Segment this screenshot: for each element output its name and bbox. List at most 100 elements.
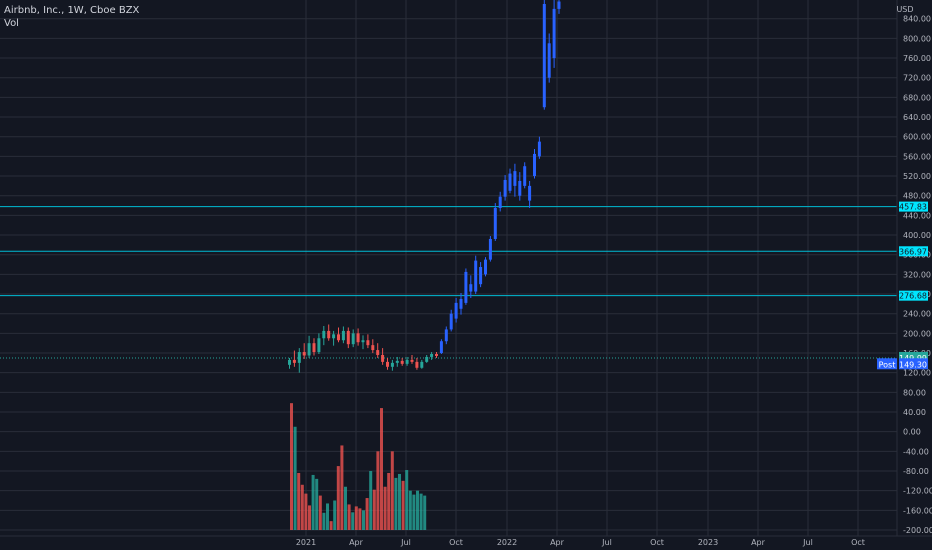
candle-body[interactable]	[351, 333, 355, 345]
currency-label: USD	[896, 5, 913, 14]
candle-body[interactable]	[552, 8, 556, 59]
candle-body[interactable]	[317, 338, 321, 353]
volume-legend-label[interactable]: Vol	[4, 18, 19, 29]
volume-bar	[347, 504, 351, 530]
candle-body[interactable]	[479, 266, 483, 285]
time-tick-label: Apr	[751, 538, 766, 547]
time-tick-label: Oct	[851, 538, 865, 547]
price-tick-label: 680.00	[903, 93, 931, 102]
level-price-label: 457.83	[899, 203, 927, 212]
volume-bar	[369, 471, 373, 530]
volume-bar	[412, 494, 416, 530]
candle-body[interactable]	[439, 341, 443, 354]
price-tick-label: 480.00	[903, 192, 931, 201]
candle-body[interactable]	[361, 340, 365, 343]
candle-body[interactable]	[493, 207, 497, 239]
candle-body[interactable]	[542, 3, 546, 108]
candle-body[interactable]	[420, 361, 424, 368]
price-levels[interactable]	[0, 206, 897, 359]
candle-body[interactable]	[327, 330, 331, 339]
time-tick-label: Oct	[650, 538, 664, 547]
volume-bar	[383, 486, 387, 530]
volume-bars	[290, 403, 427, 530]
price-tick-label: 560.00	[903, 152, 931, 161]
candle-body[interactable]	[528, 185, 532, 201]
candle-body[interactable]	[332, 334, 336, 339]
volume-bar	[390, 451, 394, 530]
volume-bar	[336, 466, 340, 530]
candle-body[interactable]	[464, 271, 468, 303]
candle-body[interactable]	[371, 345, 375, 351]
volume-bar	[376, 451, 380, 530]
candle-body[interactable]	[307, 343, 311, 356]
symbol-title[interactable]: Airbnb, Inc., 1W, Cboe BZX	[4, 5, 140, 16]
candle-body[interactable]	[523, 166, 527, 186]
candle-body[interactable]	[415, 361, 419, 368]
candle-body[interactable]	[537, 141, 541, 157]
candle-body[interactable]	[346, 330, 350, 345]
candle-body[interactable]	[435, 354, 438, 356]
time-axis[interactable]: 2021 Apr Jul Oct 2022 Apr Jul Oct 2023 Apr Jul Oct	[0, 535, 932, 547]
candle-body[interactable]	[312, 343, 316, 353]
candle-body[interactable]	[557, 1, 561, 9]
price-tick-label: -200.00	[903, 526, 932, 535]
candle-body[interactable]	[410, 359, 414, 362]
candle-body[interactable]	[356, 333, 360, 343]
candle-body[interactable]	[474, 260, 478, 292]
candle-body[interactable]	[322, 330, 326, 339]
volume-bar	[322, 512, 326, 530]
candle-body[interactable]	[337, 334, 340, 341]
candle-body[interactable]	[381, 354, 385, 362]
candle-body[interactable]	[508, 173, 512, 191]
candle-body[interactable]	[405, 359, 409, 364]
candle-body[interactable]	[366, 340, 370, 346]
candle-body[interactable]	[400, 360, 404, 364]
post-price-tag	[899, 358, 928, 370]
time-tick-label: Jul	[601, 538, 612, 547]
candle-body[interactable]	[533, 153, 536, 177]
candle-body[interactable]	[547, 43, 551, 78]
candle-body[interactable]	[498, 196, 502, 208]
candle-body[interactable]	[395, 360, 399, 363]
candle-body[interactable]	[459, 298, 463, 309]
candle-body[interactable]	[484, 259, 487, 275]
time-tick-label: Apr	[349, 538, 364, 547]
volume-bar	[311, 474, 315, 530]
price-tick-label: 320.00	[903, 270, 931, 279]
volume-bar	[354, 506, 358, 530]
candle-body[interactable]	[518, 180, 522, 196]
candle-body[interactable]	[469, 284, 473, 292]
candle-body[interactable]	[513, 171, 517, 186]
candle-body[interactable]	[390, 362, 394, 367]
candle-body[interactable]	[444, 329, 448, 342]
candle-body[interactable]	[454, 302, 458, 319]
candle-body[interactable]	[430, 354, 434, 357]
volume-bar	[408, 490, 412, 530]
candle-body[interactable]	[297, 352, 301, 363]
candle-body[interactable]	[503, 179, 507, 197]
price-tick-label: 840.00	[903, 15, 931, 24]
level-price-label: 366.97	[899, 247, 927, 256]
volume-bar	[333, 500, 337, 530]
price-tick-label: 520.00	[903, 172, 931, 181]
candles[interactable]	[288, 0, 561, 373]
candle-body[interactable]	[386, 361, 389, 367]
candle-body[interactable]	[376, 350, 380, 355]
candle-body[interactable]	[341, 330, 345, 341]
candle-body[interactable]	[288, 359, 291, 365]
volume-bar	[419, 493, 423, 530]
volume-bar	[293, 426, 297, 530]
volume-bar	[405, 470, 409, 530]
candle-body[interactable]	[488, 238, 492, 260]
candle-body[interactable]	[302, 352, 306, 356]
volume-bar	[365, 498, 369, 530]
post-price-label: 149.30	[899, 360, 927, 369]
candle-body[interactable]	[292, 359, 296, 363]
candle-body[interactable]	[449, 313, 453, 330]
time-tick-label: Apr	[550, 538, 565, 547]
level-price-tag	[899, 290, 928, 301]
volume-bar	[329, 521, 333, 530]
volume-bar	[308, 505, 311, 530]
candle-body[interactable]	[425, 356, 429, 362]
